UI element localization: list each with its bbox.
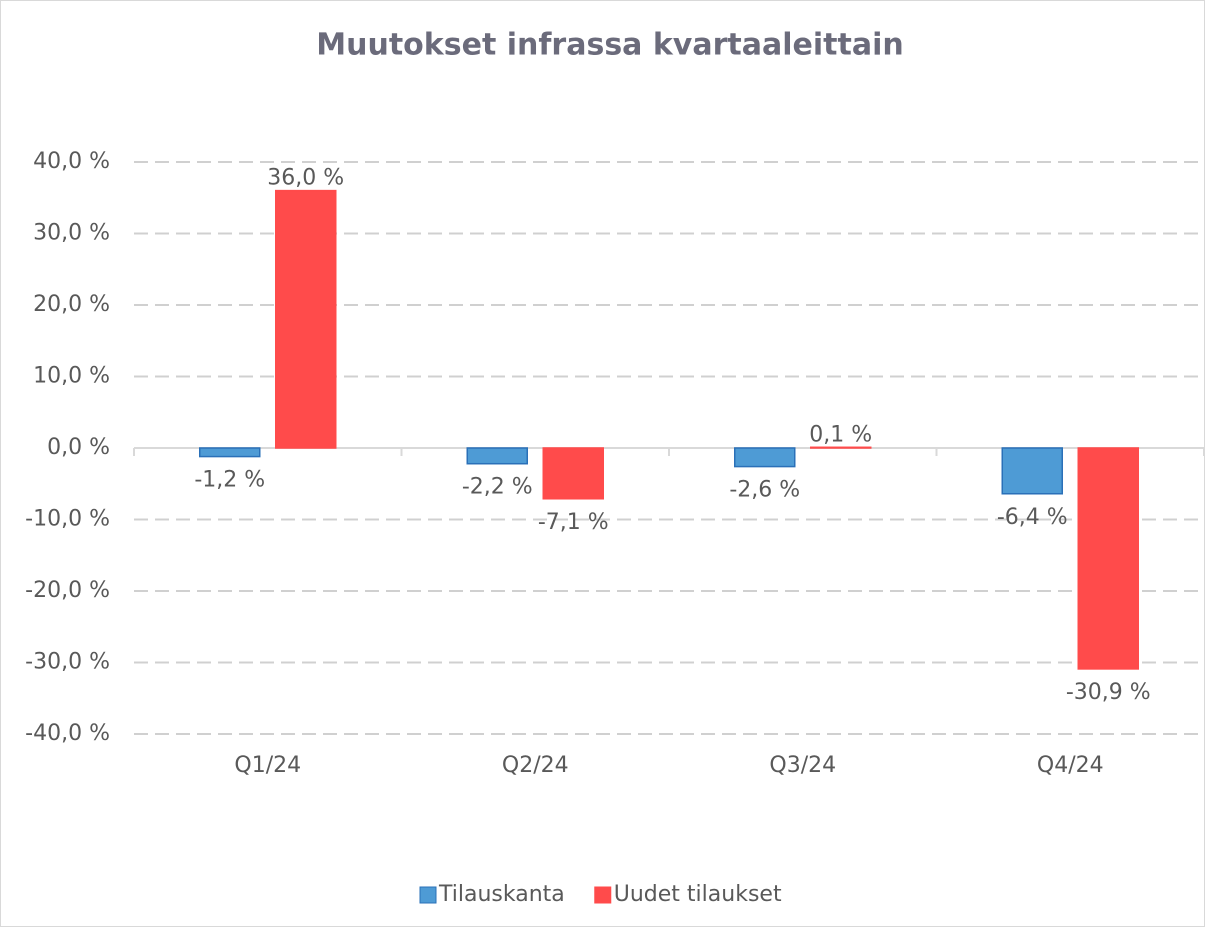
bar [810, 446, 872, 449]
x-tick-label: Q1/24 [234, 753, 301, 778]
bar [199, 447, 261, 458]
y-tick-label: 30,0 % [33, 221, 110, 246]
x-tick-label: Q3/24 [769, 753, 836, 778]
data-label: -2,6 % [729, 478, 800, 503]
y-tick-label: 20,0 % [33, 292, 110, 317]
y-tick-label: -20,0 % [25, 578, 110, 603]
bar [542, 447, 604, 500]
data-label: -7,1 % [538, 510, 609, 535]
x-tick-label: Q4/24 [1037, 753, 1104, 778]
legend-swatch [419, 886, 437, 904]
bar [1001, 447, 1063, 495]
bar [1077, 447, 1139, 670]
y-tick-label: -30,0 % [25, 650, 110, 675]
legend-swatch [594, 886, 612, 904]
data-label: -30,9 % [1066, 680, 1151, 705]
bar [275, 189, 337, 449]
data-label: 36,0 % [267, 166, 344, 191]
data-label: 0,1 % [809, 422, 872, 447]
y-tick-label: 40,0 % [33, 149, 110, 174]
y-tick-label: 0,0 % [47, 435, 110, 460]
legend-label: Uudet tilaukset [614, 882, 782, 907]
bar [734, 447, 796, 468]
y-tick-label: -40,0 % [25, 721, 110, 746]
x-tick-label: Q2/24 [502, 753, 569, 778]
data-label: -1,2 % [194, 468, 265, 493]
legend-label: Tilauskanta [438, 882, 565, 907]
data-label: -6,4 % [997, 505, 1068, 530]
y-tick-label: -10,0 % [25, 507, 110, 532]
data-label: -2,2 % [462, 475, 533, 500]
chart-title: Muutokset infrassa kvartaaleittain [316, 28, 903, 63]
bar [466, 447, 528, 465]
y-tick-label: 10,0 % [33, 364, 110, 389]
